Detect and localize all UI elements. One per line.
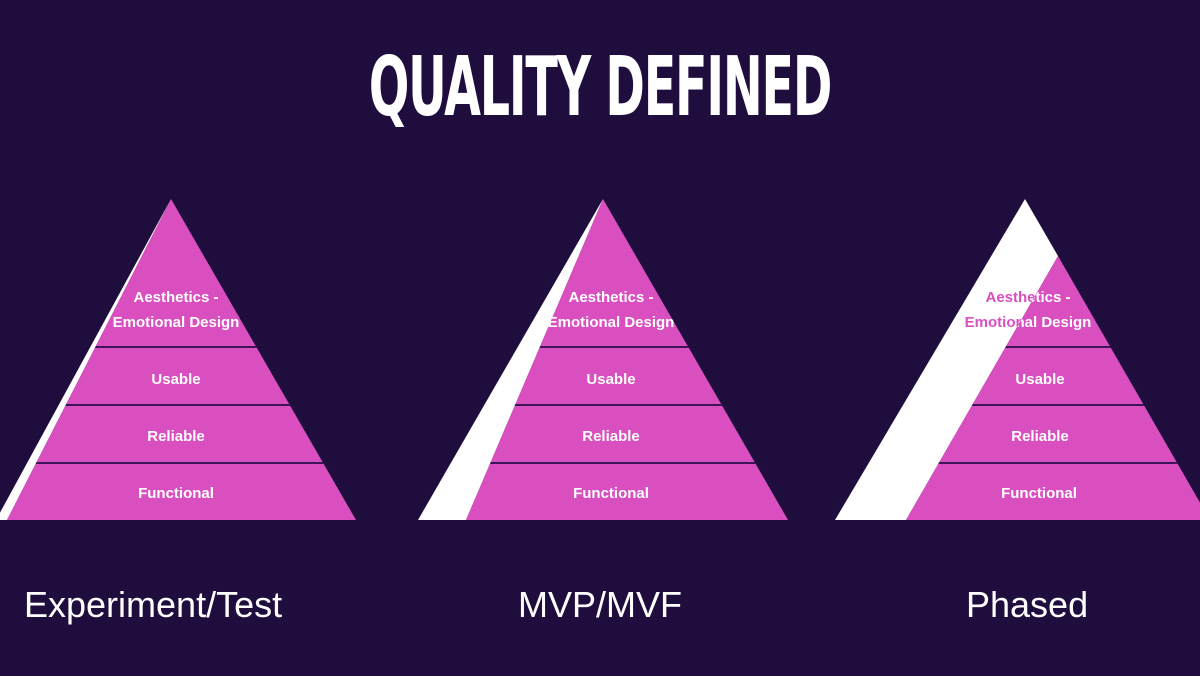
layer-functional: Functional (573, 485, 649, 502)
white-wedge (835, 199, 1058, 520)
layer-aesthetics-line1: Aesthetics - (568, 289, 653, 306)
white-wedge (418, 199, 603, 520)
pyramid-experiment-test: Aesthetics - Emotional Design Usable Rel… (0, 199, 356, 520)
pyramid-phased: Aesthetics - Emotional Design Aesthetics… (835, 199, 1200, 520)
layer-functional: Functional (138, 485, 214, 502)
pyramid-mvp-mvf: Aesthetics - Emotional Design Usable Rel… (418, 199, 788, 520)
caption-mvp-mvf: MVP/MVF (518, 584, 683, 625)
layer-reliable: Reliable (1011, 428, 1069, 445)
layer-usable: Usable (1015, 371, 1064, 388)
caption-phased: Phased (966, 584, 1089, 625)
white-wedge (0, 199, 171, 520)
pyramid-fill (466, 199, 788, 520)
layer-reliable: Reliable (582, 428, 640, 445)
pyramid-fill (7, 199, 356, 520)
layer-aesthetics-line2: Emotional Design (548, 314, 675, 331)
layer-aesthetics-line2: Emotional Design (113, 314, 240, 331)
caption-experiment-test: Experiment/Test (24, 584, 283, 625)
layer-reliable: Reliable (147, 428, 205, 445)
layer-aesthetics-line1: Aesthetics - (133, 289, 218, 306)
layer-usable: Usable (586, 371, 635, 388)
slide-title: QUALITY DEFINED (368, 40, 833, 135)
layer-functional: Functional (1001, 485, 1077, 502)
layer-usable: Usable (151, 371, 200, 388)
pyramid-fill (906, 256, 1200, 520)
